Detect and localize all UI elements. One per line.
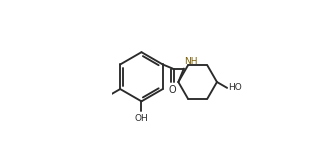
- Text: OH: OH: [134, 114, 148, 123]
- Text: O: O: [169, 85, 177, 95]
- Text: HO: HO: [228, 83, 242, 92]
- Text: NH: NH: [184, 57, 198, 66]
